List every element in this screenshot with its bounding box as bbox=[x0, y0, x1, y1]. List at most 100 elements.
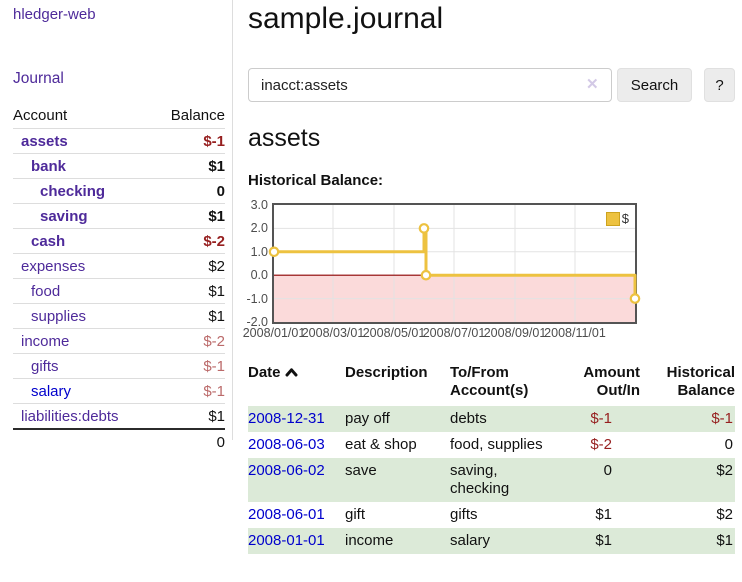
amount-header-line2: Out/In bbox=[596, 382, 640, 399]
account-balance: $-1 bbox=[153, 378, 225, 404]
transaction-description: income bbox=[345, 528, 450, 554]
account-link-checking[interactable]: checking bbox=[13, 178, 154, 204]
sidebar: hledger-web Journal Account Balance asse… bbox=[0, 0, 233, 454]
accounts-total-value: 0 bbox=[153, 428, 225, 454]
account-row: saving $1 bbox=[13, 203, 225, 229]
transaction-date-link[interactable]: 2008-01-01 bbox=[248, 532, 325, 549]
register-header-description: Description bbox=[345, 364, 428, 381]
account-balance: $1 bbox=[153, 278, 225, 304]
account-balance: $-2 bbox=[153, 328, 225, 354]
account-row: food $1 bbox=[13, 278, 225, 304]
transaction-amount: $-1 bbox=[558, 406, 640, 432]
account-balance: $-2 bbox=[153, 228, 225, 254]
transaction-balance: $1 bbox=[640, 528, 735, 554]
x-axis-tick: 2008/03/01 bbox=[301, 326, 365, 340]
x-axis-tick: 2008/07/01 bbox=[422, 326, 486, 340]
accounts-header-account: Account bbox=[13, 107, 68, 124]
account-row: bank $1 bbox=[13, 153, 225, 179]
transaction-accounts: debts bbox=[450, 406, 558, 432]
search-input[interactable] bbox=[248, 68, 612, 102]
account-row: supplies $1 bbox=[13, 303, 225, 329]
accounts-total-row: 0 bbox=[13, 428, 225, 454]
search-button[interactable]: Search bbox=[617, 68, 692, 102]
account-row: liabilities:debts $1 bbox=[13, 403, 225, 429]
account-balance: $-1 bbox=[153, 128, 225, 154]
y-axis-tick: -2.0 bbox=[246, 315, 268, 329]
sidebar-item-journal[interactable]: Journal bbox=[13, 70, 64, 87]
register-row: 2008-06-02 save saving, checking 0 $2 bbox=[248, 458, 735, 502]
transaction-date-link[interactable]: 2008-06-02 bbox=[248, 462, 325, 479]
y-axis-tick: 1.0 bbox=[250, 245, 268, 259]
register-row: 2008-06-01 gift gifts $1 $2 bbox=[248, 502, 735, 528]
account-balance: $2 bbox=[153, 253, 225, 279]
transaction-balance: $2 bbox=[716, 506, 733, 523]
transaction-accounts: food, supplies bbox=[450, 436, 543, 453]
transaction-date-link[interactable]: 2008-06-03 bbox=[248, 436, 325, 453]
data-point-markers bbox=[268, 223, 641, 304]
y-axis-tick: 3.0 bbox=[250, 198, 268, 212]
x-axis-tick: 2008/01/01 bbox=[242, 326, 306, 340]
register-row: 2008-12-31 pay off debts $-1 $-1 bbox=[248, 406, 735, 432]
accounts-total-spacer bbox=[13, 428, 154, 454]
account-row: expenses $2 bbox=[13, 253, 225, 279]
x-axis-tick: 2008/05/01 bbox=[362, 326, 426, 340]
help-button[interactable]: ? bbox=[704, 68, 735, 102]
sort-ascending-icon bbox=[285, 364, 298, 382]
historical-header-line1: Historical bbox=[666, 364, 735, 381]
account-balance: $1 bbox=[153, 203, 225, 229]
account-link-bank[interactable]: bank bbox=[13, 153, 154, 179]
account-heading: assets bbox=[248, 124, 321, 152]
register-row: 2008-06-03 eat & shop food, supplies $-2… bbox=[248, 432, 735, 458]
legend-label: $ bbox=[621, 211, 629, 226]
account-row: assets $-1 bbox=[13, 128, 225, 154]
account-link-income[interactable]: income bbox=[13, 328, 154, 354]
register-header-historical: Historical Balance bbox=[640, 361, 735, 406]
transaction-balance: $-1 bbox=[640, 406, 735, 432]
account-link-liabilities-debts[interactable]: liabilities:debts bbox=[13, 403, 154, 429]
accounts-header-balance: Balance bbox=[170, 107, 225, 124]
transaction-accounts: saving, checking bbox=[450, 458, 558, 502]
account-balance: $1 bbox=[153, 403, 225, 429]
account-row: income $-2 bbox=[13, 328, 225, 354]
transaction-description: eat & shop bbox=[345, 436, 417, 453]
transaction-amount: 0 bbox=[558, 458, 640, 502]
x-axis-tick: 2008/09/01 bbox=[483, 326, 547, 340]
account-link-supplies[interactable]: supplies bbox=[13, 303, 154, 329]
x-axis-tick: 2008/11/01 bbox=[544, 326, 606, 340]
balance-chart: $ bbox=[268, 203, 641, 324]
historical-header-line2: Balance bbox=[677, 382, 735, 399]
account-link-saving[interactable]: saving bbox=[13, 203, 154, 229]
register-table: Date Description To/From Account(s) Amou… bbox=[248, 361, 735, 554]
transaction-amount: $1 bbox=[558, 528, 640, 554]
clear-search-icon[interactable]: ✕ bbox=[586, 76, 599, 93]
transaction-accounts: salary bbox=[450, 528, 558, 554]
transaction-description: gift bbox=[345, 506, 366, 523]
chart-gridlines bbox=[274, 205, 635, 322]
account-balance: 0 bbox=[153, 178, 225, 204]
page-title: sample.journal bbox=[248, 2, 444, 35]
transaction-description: pay off bbox=[345, 406, 450, 432]
chart-title: Historical Balance: bbox=[248, 172, 384, 189]
account-row: salary $-1 bbox=[13, 378, 225, 404]
app-title-link[interactable]: hledger-web bbox=[13, 6, 96, 23]
account-link-assets[interactable]: assets bbox=[13, 128, 154, 154]
transaction-balance: $2 bbox=[640, 458, 735, 502]
account-link-salary[interactable]: salary bbox=[13, 378, 154, 404]
account-link-cash[interactable]: cash bbox=[13, 228, 154, 254]
register-header-row: Date Description To/From Account(s) Amou… bbox=[248, 361, 735, 406]
account-row: cash $-2 bbox=[13, 228, 225, 254]
transaction-date-link[interactable]: 2008-06-01 bbox=[248, 506, 325, 523]
account-row: gifts $-1 bbox=[13, 353, 225, 379]
account-link-expenses[interactable]: expenses bbox=[13, 253, 154, 279]
y-axis-tick: 2.0 bbox=[250, 221, 268, 235]
account-link-gifts[interactable]: gifts bbox=[13, 353, 154, 379]
tofrom-header-line2: Account(s) bbox=[450, 382, 529, 399]
transaction-amount: $-2 bbox=[590, 436, 612, 453]
transaction-accounts: gifts bbox=[450, 506, 478, 523]
register-header-date[interactable]: Date bbox=[248, 361, 345, 406]
tofrom-header-line1: To/From bbox=[450, 364, 509, 381]
account-balance: $1 bbox=[153, 153, 225, 179]
transaction-description: save bbox=[345, 458, 450, 502]
transaction-date-link[interactable]: 2008-12-31 bbox=[248, 410, 325, 427]
account-link-food[interactable]: food bbox=[13, 278, 154, 304]
